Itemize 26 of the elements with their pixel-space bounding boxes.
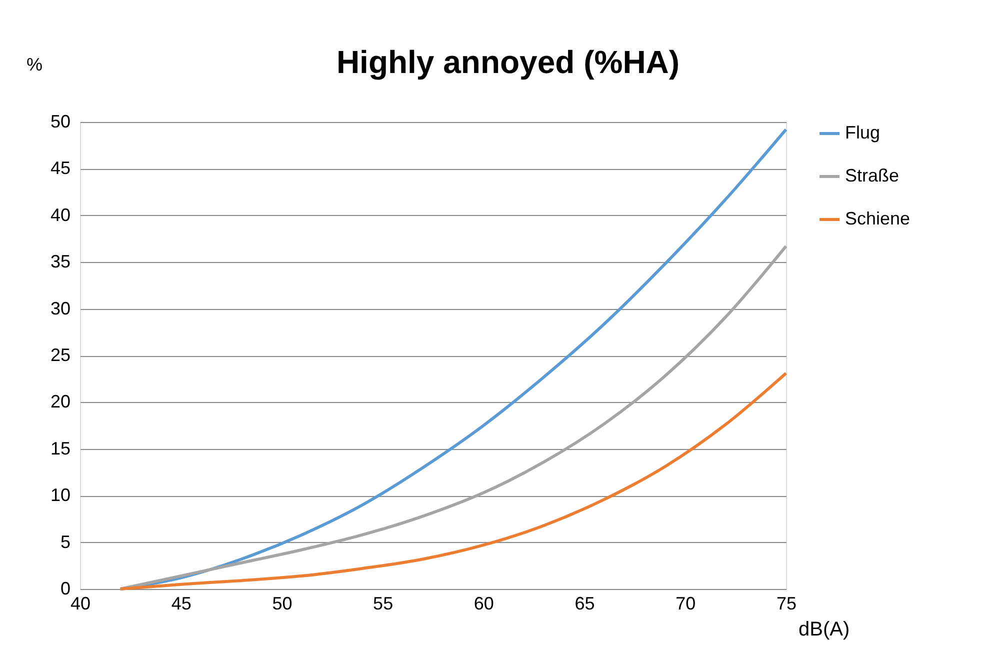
- x-tick-label: 55: [373, 594, 394, 614]
- x-tick-label: 65: [574, 594, 595, 614]
- y-axis-title: %: [26, 54, 43, 74]
- line-series: [118, 372, 788, 590]
- x-tick-label: 50: [272, 594, 292, 614]
- x-axis-title: dB(A): [798, 618, 850, 640]
- y-tick-label: 10: [50, 485, 70, 506]
- y-tick-label: 45: [50, 158, 70, 178]
- x-tick-label: 70: [676, 594, 696, 614]
- y-tick-label: 25: [50, 345, 70, 365]
- y-tick-label: 20: [50, 392, 70, 412]
- legend-label: Flug: [845, 122, 880, 142]
- y-tick-label: 0: [60, 578, 70, 598]
- y-tick-label: 40: [50, 204, 70, 225]
- x-tick-label: 45: [171, 594, 192, 614]
- legend-label: Schiene: [845, 208, 910, 228]
- y-tick-label: 15: [50, 438, 70, 458]
- y-tick-label: 35: [50, 252, 70, 272]
- y-tick-label: 50: [50, 112, 70, 132]
- legend-label: Straße: [845, 166, 900, 186]
- x-tick-label: 60: [474, 594, 494, 614]
- chart-title: Highly annoyed (%HA): [336, 44, 680, 80]
- x-tick-label: 75: [776, 594, 797, 614]
- y-tick-label: 5: [60, 532, 70, 552]
- y-tick-label: 30: [50, 298, 70, 318]
- line-series: [118, 244, 788, 590]
